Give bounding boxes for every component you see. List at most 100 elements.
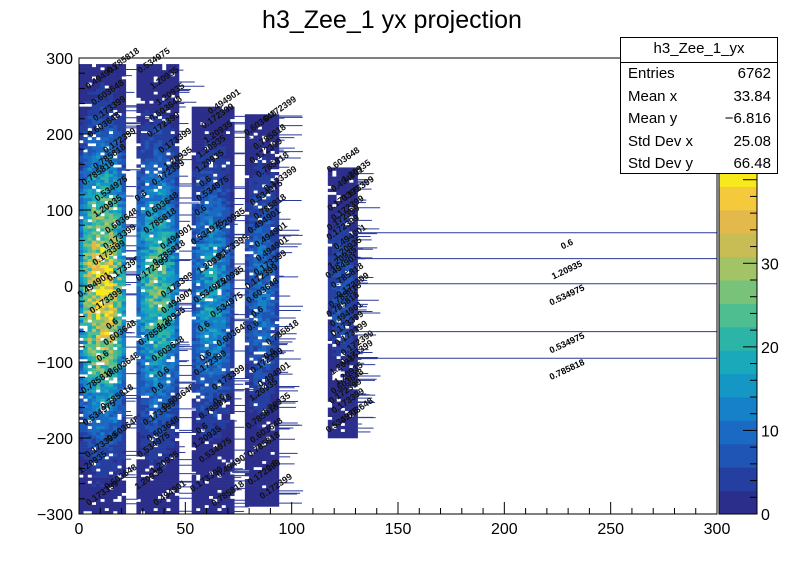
- heatmap-cell: [170, 498, 175, 503]
- heatmap-cell: [79, 468, 84, 472]
- heatmap-cell: [266, 263, 271, 267]
- heatmap-cell: [244, 269, 250, 273]
- heatmap-cell: [208, 182, 214, 186]
- heatmap-cell: [136, 185, 141, 190]
- heatmap-cell: [225, 483, 231, 487]
- heatmap-cell: [261, 299, 267, 304]
- heatmap-cell: [253, 378, 258, 383]
- heatmap-cell: [161, 121, 167, 126]
- heatmap-cell: [157, 258, 163, 262]
- heatmap-cell: [79, 492, 84, 497]
- heatmap-cell: [229, 510, 235, 515]
- heatmap-cell: [166, 422, 171, 427]
- heatmap-cell: [266, 403, 271, 407]
- heatmap-cell: [195, 325, 201, 329]
- heatmap-cell: [117, 365, 122, 369]
- heatmap-cell: [140, 368, 146, 372]
- heatmap-cell: [208, 206, 214, 211]
- heatmap-cell: [191, 219, 197, 223]
- heatmap-cell: [212, 213, 218, 217]
- heatmap-cell: [174, 282, 180, 287]
- heatmap-cell: [217, 498, 222, 503]
- heatmap-cell: [100, 82, 105, 86]
- heatmap-cell: [225, 143, 231, 147]
- heatmap-cell: [117, 462, 122, 466]
- heatmap-cell: [225, 197, 231, 202]
- heatmap-cell: [257, 421, 263, 425]
- heatmap-cell: [161, 213, 167, 217]
- heatmap-cell: [208, 450, 214, 454]
- heatmap-cell: [100, 76, 105, 80]
- heatmap-cell: [217, 273, 222, 278]
- heatmap-cell: [170, 273, 175, 278]
- heatmap-cell: [144, 267, 150, 272]
- heatmap-cell: [79, 310, 84, 314]
- heatmap-cell: [221, 498, 227, 503]
- heatmap-cell: [212, 188, 218, 193]
- heatmap-cell: [204, 365, 210, 369]
- heatmap-cell: [79, 322, 84, 326]
- heatmap-cell: [257, 299, 263, 304]
- heatmap-cell: [157, 118, 163, 123]
- heatmap-cell: [113, 419, 118, 424]
- heatmap-cell: [136, 349, 141, 354]
- heatmap-cell: [161, 85, 167, 89]
- heatmap-cell: [96, 462, 101, 466]
- heatmap-cell: [170, 477, 175, 481]
- heatmap-cell: [274, 463, 280, 468]
- heatmap-cell: [249, 248, 254, 252]
- heatmap-cell: [87, 292, 93, 296]
- heatmap-cell: [121, 137, 127, 141]
- heatmap-cell: [153, 127, 158, 132]
- heatmap-cell: [153, 289, 158, 293]
- heatmap-cell: [229, 307, 235, 311]
- heatmap-cell: [144, 419, 150, 424]
- heatmap-cell: [153, 310, 158, 314]
- heatmap-cell: [174, 167, 180, 171]
- heatmap-cell: [117, 434, 122, 439]
- heatmap-cell: [149, 298, 154, 302]
- heatmap-cell: [87, 188, 93, 193]
- heatmap-cell: [161, 362, 167, 366]
- heatmap-cell: [108, 483, 114, 487]
- heatmap-cell: [136, 225, 141, 229]
- heatmap-cell: [96, 85, 101, 89]
- heatmap-cell: [170, 368, 175, 372]
- heatmap-cell: [208, 371, 214, 375]
- heatmap-cell: [108, 200, 114, 205]
- heatmap-cell: [274, 330, 280, 334]
- heatmap-cell: [229, 140, 235, 144]
- heatmap-cell: [113, 358, 118, 363]
- heatmap-cell: [117, 450, 122, 454]
- heatmap-cell: [261, 463, 267, 468]
- heatmap-cell: [261, 451, 267, 456]
- heatmap-cell: [91, 67, 97, 71]
- heatmap-cell: [221, 304, 227, 308]
- heatmap-cell: [249, 491, 254, 495]
- heatmap-cell: [170, 438, 175, 442]
- heatmap-cell: [174, 191, 180, 196]
- heatmap-cell: [104, 447, 110, 451]
- heatmap-cell: [83, 450, 88, 454]
- heatmap-cell: [249, 351, 254, 355]
- heatmap-cell: [117, 510, 122, 515]
- heatmap-cell: [157, 213, 163, 217]
- heatmap-cell: [104, 191, 110, 196]
- heatmap-cell: [108, 383, 114, 387]
- heatmap-cell: [113, 386, 118, 390]
- heatmap-cell: [270, 354, 275, 358]
- heatmap-cell: [257, 479, 263, 483]
- heatmap-cell: [266, 491, 271, 495]
- heatmap-cell: [261, 293, 267, 297]
- heatmap-cell: [83, 213, 88, 217]
- heatmap-cell: [91, 349, 97, 354]
- heatmap-cell: [149, 434, 154, 439]
- heatmap-cell: [161, 176, 167, 180]
- heatmap-cell: [191, 413, 197, 418]
- heatmap-cell: [108, 267, 114, 272]
- heatmap-cell: [144, 486, 150, 490]
- heatmap-cell: [274, 424, 280, 428]
- heatmap-cell: [195, 501, 201, 506]
- heatmap-cell: [200, 371, 205, 375]
- heatmap-cell: [166, 118, 171, 123]
